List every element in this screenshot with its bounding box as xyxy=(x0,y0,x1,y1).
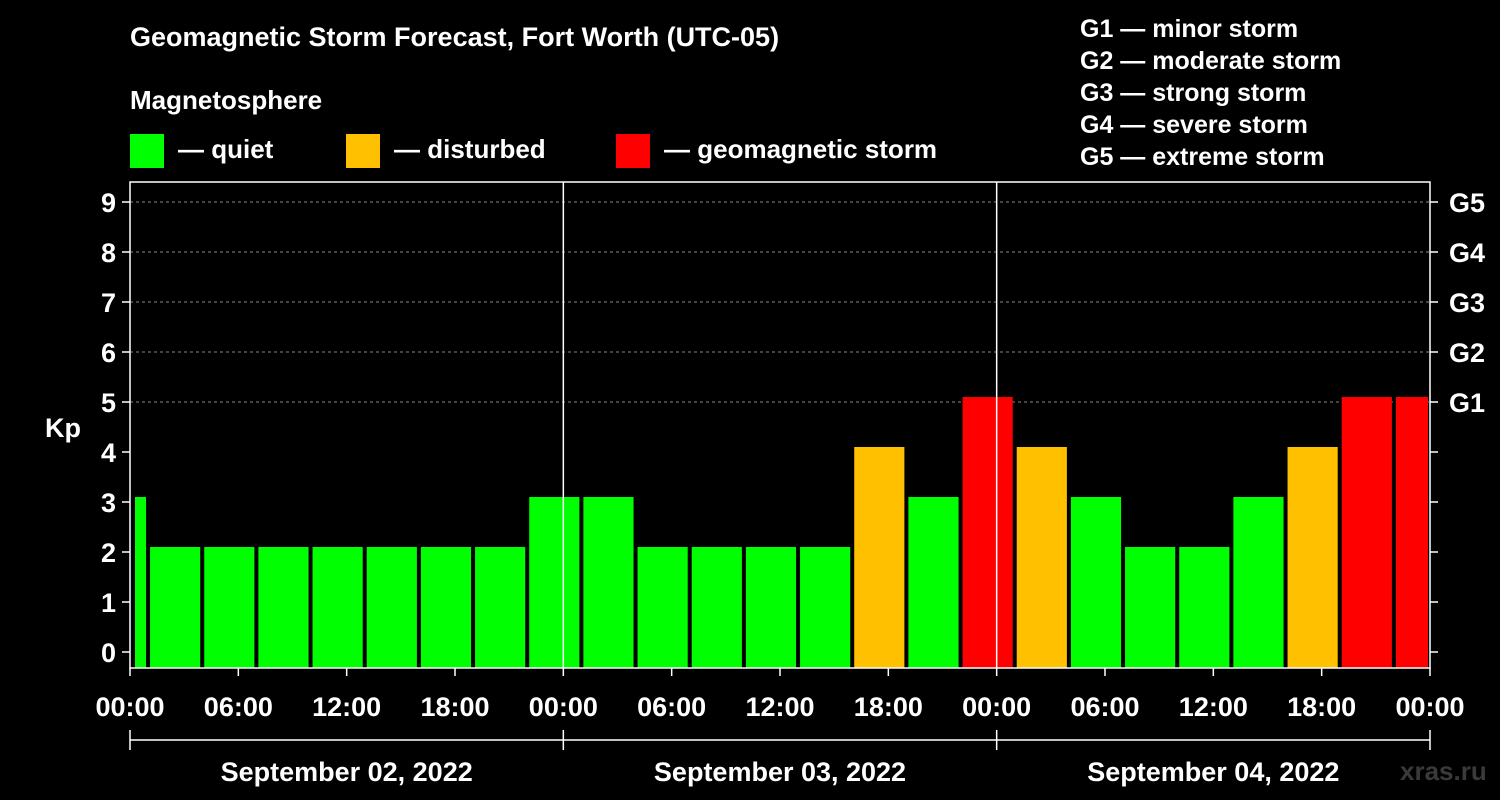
bar-5 xyxy=(366,547,417,668)
bar-7 xyxy=(475,547,526,668)
right-tick-label-g1: G1 xyxy=(1449,388,1485,418)
storm-level-g1: G1 — minor storm xyxy=(1080,15,1299,43)
storm-level-legend: G1 — minor storm G2 — moderate storm G3 … xyxy=(1080,13,1341,173)
legend-label-quiet: — quiet xyxy=(178,134,274,164)
bar-16 xyxy=(962,397,1013,668)
date-label-2: September 04, 2022 xyxy=(1087,757,1339,787)
y-tick-label-9: 9 xyxy=(101,188,116,218)
y-tick-label-5: 5 xyxy=(101,388,116,418)
bar-15 xyxy=(908,497,959,668)
x-tick-label-2: 12:00 xyxy=(312,692,381,722)
chart-subtitle: Magnetosphere xyxy=(130,85,323,115)
y-tick-label-3: 3 xyxy=(101,488,116,518)
bar-12 xyxy=(745,547,797,668)
x-tick-label-8: 00:00 xyxy=(962,692,1031,722)
bar-20 xyxy=(1179,547,1230,668)
bar-0 xyxy=(135,497,147,668)
storm-level-g4: G4 — severe storm xyxy=(1080,111,1308,139)
bar-11 xyxy=(691,547,742,668)
bar-19 xyxy=(1125,547,1176,668)
date-label-0: September 02, 2022 xyxy=(221,757,473,787)
chart-title: Geomagnetic Storm Forecast, Fort Worth (… xyxy=(130,22,780,52)
y-tick-label-8: 8 xyxy=(101,238,116,268)
bar-24 xyxy=(1395,397,1428,668)
storm-level-g3: G3 — strong storm xyxy=(1080,79,1307,107)
date-label-1: September 03, 2022 xyxy=(654,757,906,787)
x-tick-label-6: 12:00 xyxy=(745,692,814,722)
y-tick-label-4: 4 xyxy=(101,438,116,468)
storm-level-g5: G5 — extreme storm xyxy=(1080,143,1325,171)
bar-23 xyxy=(1341,397,1392,668)
legend-label-storm: — geomagnetic storm xyxy=(664,134,938,164)
legend-swatch-disturbed xyxy=(346,134,380,168)
y-tick-label-6: 6 xyxy=(101,338,116,368)
legend-label-disturbed: — disturbed xyxy=(394,134,546,164)
bar-8 xyxy=(529,497,580,668)
x-tick-label-1: 06:00 xyxy=(204,692,273,722)
bar-17 xyxy=(1016,447,1067,668)
right-tick-label-g4: G4 xyxy=(1449,238,1485,268)
x-tick-label-12: 00:00 xyxy=(1395,692,1464,722)
watermark: xras.ru xyxy=(1400,756,1487,786)
bar-3 xyxy=(258,547,309,668)
right-tick-label-g3: G3 xyxy=(1449,288,1485,318)
x-tick-label-3: 18:00 xyxy=(420,692,489,722)
x-tick-label-4: 00:00 xyxy=(529,692,598,722)
bar-13 xyxy=(800,547,851,668)
x-tick-label-10: 12:00 xyxy=(1179,692,1248,722)
bar-2 xyxy=(204,547,255,668)
bar-18 xyxy=(1070,497,1122,668)
y-tick-label-0: 0 xyxy=(101,638,116,668)
x-tick-label-0: 00:00 xyxy=(95,692,164,722)
x-tick-label-5: 06:00 xyxy=(637,692,706,722)
x-tick-label-7: 18:00 xyxy=(854,692,923,722)
y-tick-label-7: 7 xyxy=(101,288,116,318)
bar-14 xyxy=(854,447,905,668)
bar-22 xyxy=(1287,447,1338,668)
y-tick-label-1: 1 xyxy=(101,588,116,618)
legend-swatch-quiet xyxy=(130,134,164,168)
bar-21 xyxy=(1233,497,1284,668)
bar-6 xyxy=(420,547,472,668)
bar-10 xyxy=(637,547,688,668)
storm-level-g2: G2 — moderate storm xyxy=(1080,47,1342,75)
x-tick-label-11: 18:00 xyxy=(1287,692,1356,722)
y-axis-label: Kp xyxy=(45,413,81,443)
y-tick-label-2: 2 xyxy=(101,538,116,568)
right-tick-label-g5: G5 xyxy=(1449,188,1485,218)
legend-swatch-storm xyxy=(616,134,650,168)
bar-1 xyxy=(150,547,201,668)
x-tick-label-9: 06:00 xyxy=(1070,692,1139,722)
right-tick-label-g2: G2 xyxy=(1449,338,1485,368)
bar-4 xyxy=(312,547,363,668)
bar-9 xyxy=(583,497,634,668)
